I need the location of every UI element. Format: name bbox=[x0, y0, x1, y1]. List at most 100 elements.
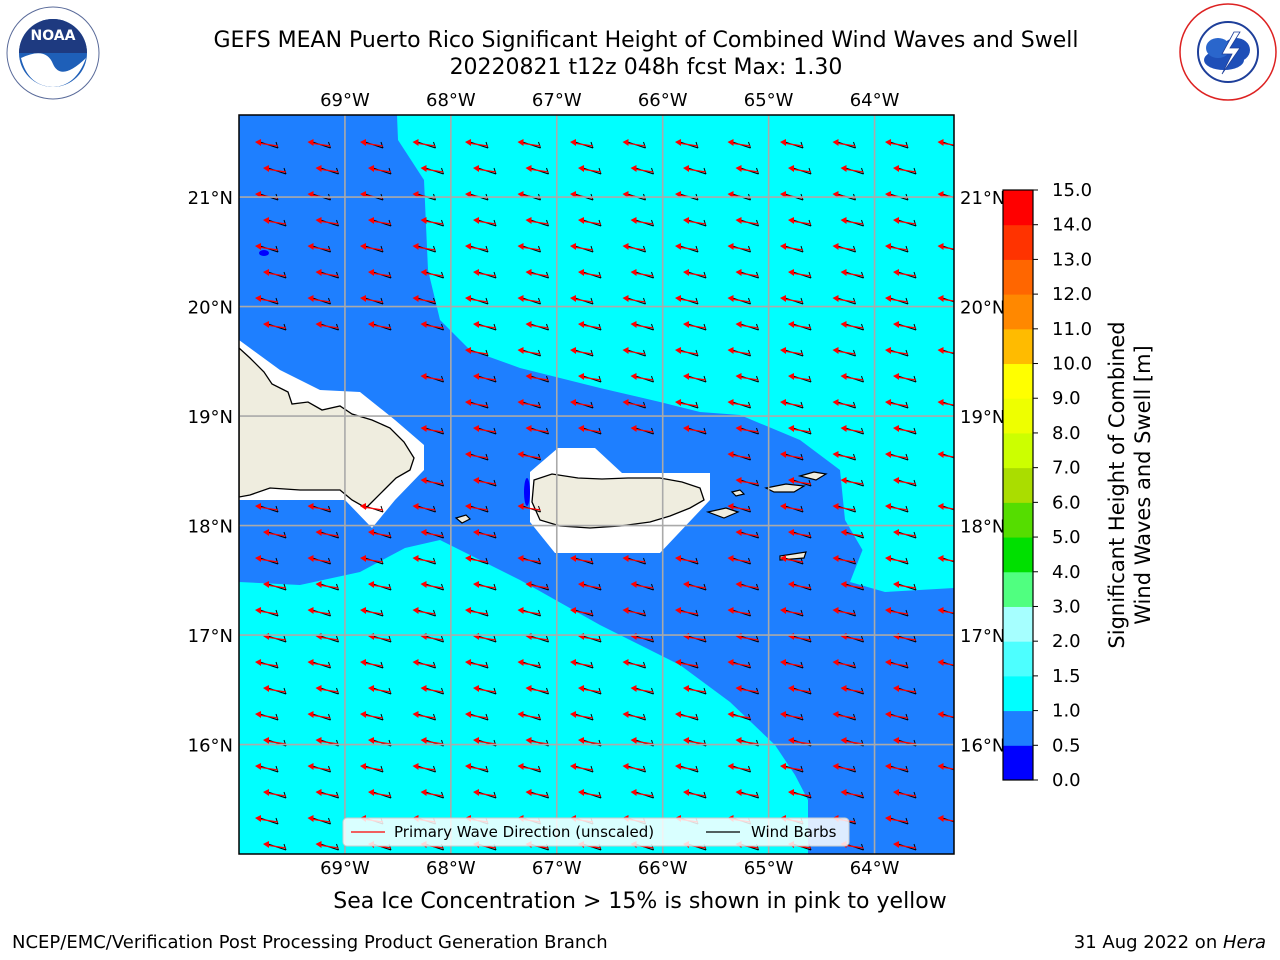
wind-barb-tick bbox=[800, 297, 804, 305]
wave-arrow-head bbox=[578, 425, 584, 432]
wave-arrow-head bbox=[893, 529, 899, 536]
wind-barb-tick bbox=[328, 245, 331, 253]
colorbar-segment bbox=[1003, 190, 1033, 226]
wave-arrow-head bbox=[840, 477, 847, 484]
wave-arrow-head bbox=[885, 659, 891, 666]
wave-direction-arrow bbox=[520, 142, 541, 147]
wave-direction-arrow bbox=[362, 142, 384, 147]
wind-barb-tick bbox=[861, 791, 864, 799]
wave-arrow-head bbox=[465, 243, 471, 250]
wave-direction-arrow bbox=[258, 871, 278, 874]
wave-arrow-head bbox=[255, 867, 261, 874]
wind-barb-tick bbox=[538, 609, 541, 617]
wave-direction-arrow bbox=[940, 662, 954, 666]
wave-direction-arrow bbox=[467, 506, 489, 511]
wave-direction-arrow bbox=[887, 454, 909, 459]
wave-direction-arrow bbox=[940, 818, 954, 822]
wave-arrow-head bbox=[368, 581, 374, 588]
wind-barb-tick bbox=[913, 167, 917, 175]
wind-barb-tick bbox=[853, 349, 856, 357]
wave-arrow-head bbox=[630, 425, 637, 432]
wave-arrow-head bbox=[885, 607, 891, 614]
wave-direction-arrow bbox=[423, 792, 444, 797]
wind-barb-tick bbox=[651, 427, 654, 435]
wind-barb-tick bbox=[538, 661, 541, 669]
wave-direction-arrow bbox=[633, 792, 654, 797]
wave-arrow-head bbox=[780, 139, 786, 146]
wind-barb-tick bbox=[756, 583, 759, 591]
wave-arrow-head bbox=[360, 295, 366, 302]
wave-arrow-head bbox=[255, 763, 261, 770]
wave-arrow-head bbox=[840, 737, 847, 744]
wind-barb-tick bbox=[913, 479, 917, 487]
wind-barb-tick bbox=[433, 505, 436, 513]
wind-barb-tick bbox=[590, 765, 594, 773]
wind-barb-tick bbox=[598, 167, 602, 175]
wave-arrow-head bbox=[420, 373, 427, 380]
wind-barb-tick bbox=[275, 245, 279, 253]
wave-direction-arrow bbox=[528, 688, 549, 693]
wave-direction-arrow bbox=[738, 584, 759, 589]
wave-arrow-head bbox=[263, 685, 269, 692]
lat-label-left: 17°N bbox=[188, 626, 233, 647]
wave-direction-arrow bbox=[790, 376, 812, 381]
colorbar-segment bbox=[1003, 363, 1033, 399]
virgin-islands-1 bbox=[764, 483, 806, 493]
wave-direction-arrow bbox=[887, 350, 909, 355]
wave-direction-arrow bbox=[310, 766, 331, 771]
wave-arrow-head bbox=[735, 373, 742, 380]
wave-arrow-head bbox=[937, 555, 944, 562]
wave-arrow-head bbox=[465, 295, 471, 302]
wave-arrow-head bbox=[832, 295, 839, 302]
wave-arrow-head bbox=[307, 191, 314, 198]
wave-arrow-head bbox=[420, 737, 427, 744]
wave-direction-arrow bbox=[940, 142, 954, 146]
wind-barb-tick bbox=[703, 375, 707, 383]
wave-arrow-head bbox=[788, 321, 794, 328]
wave-arrow-head bbox=[622, 243, 629, 250]
wave-direction-arrow bbox=[528, 324, 549, 329]
wind-barb-tick bbox=[800, 349, 804, 357]
wave-direction-arrow bbox=[467, 142, 489, 147]
wave-direction-arrow bbox=[475, 168, 497, 173]
wave-direction-arrow bbox=[520, 506, 541, 511]
wave-direction-arrow bbox=[572, 714, 594, 719]
wave-direction-arrow bbox=[415, 558, 436, 563]
wave-arrow-head bbox=[570, 295, 576, 302]
wave-arrow-head bbox=[578, 373, 584, 380]
wave-direction-arrow bbox=[572, 610, 594, 615]
wind-barb-tick bbox=[380, 141, 384, 149]
wind-barb-tick bbox=[538, 245, 541, 253]
wind-barb-tick bbox=[546, 427, 549, 435]
wind-barb-tick bbox=[486, 870, 488, 876]
wind-barb-tick bbox=[800, 505, 804, 513]
colorbar-tick-label: 4.0 bbox=[1052, 562, 1081, 583]
wind-barb-tick bbox=[538, 141, 541, 149]
wave-arrow-head bbox=[630, 165, 637, 172]
wave-arrow-head bbox=[307, 295, 314, 302]
virgin-islands-2 bbox=[797, 471, 828, 481]
wave-arrow-head bbox=[833, 867, 839, 874]
wave-direction-arrow bbox=[423, 532, 444, 537]
wind-barb-tick bbox=[485, 453, 489, 461]
wave-arrow-head bbox=[525, 373, 532, 380]
wave-arrow-head bbox=[307, 763, 314, 770]
wind-barb-tick bbox=[800, 557, 804, 565]
wave-direction-arrow bbox=[310, 662, 331, 667]
wind-barb-tick bbox=[748, 141, 751, 149]
lon-label-bottom: 68°W bbox=[426, 858, 476, 879]
wave-direction-arrow bbox=[475, 220, 497, 225]
wave-direction-arrow bbox=[941, 871, 961, 874]
wind-barb-tick bbox=[861, 427, 864, 435]
wave-direction-arrow bbox=[310, 818, 331, 823]
lon-label-bottom: 65°W bbox=[744, 858, 794, 879]
wave-arrow-head bbox=[937, 399, 944, 406]
wind-barb-tick bbox=[591, 870, 593, 876]
wind-barb-tick bbox=[493, 167, 497, 175]
wind-barb-tick bbox=[275, 609, 279, 617]
wind-barb-tick bbox=[433, 297, 436, 305]
wave-direction-arrow bbox=[738, 792, 759, 797]
wind-barb-tick bbox=[913, 219, 917, 227]
wave-arrow-head bbox=[683, 373, 689, 380]
wave-direction-arrow bbox=[265, 532, 287, 537]
